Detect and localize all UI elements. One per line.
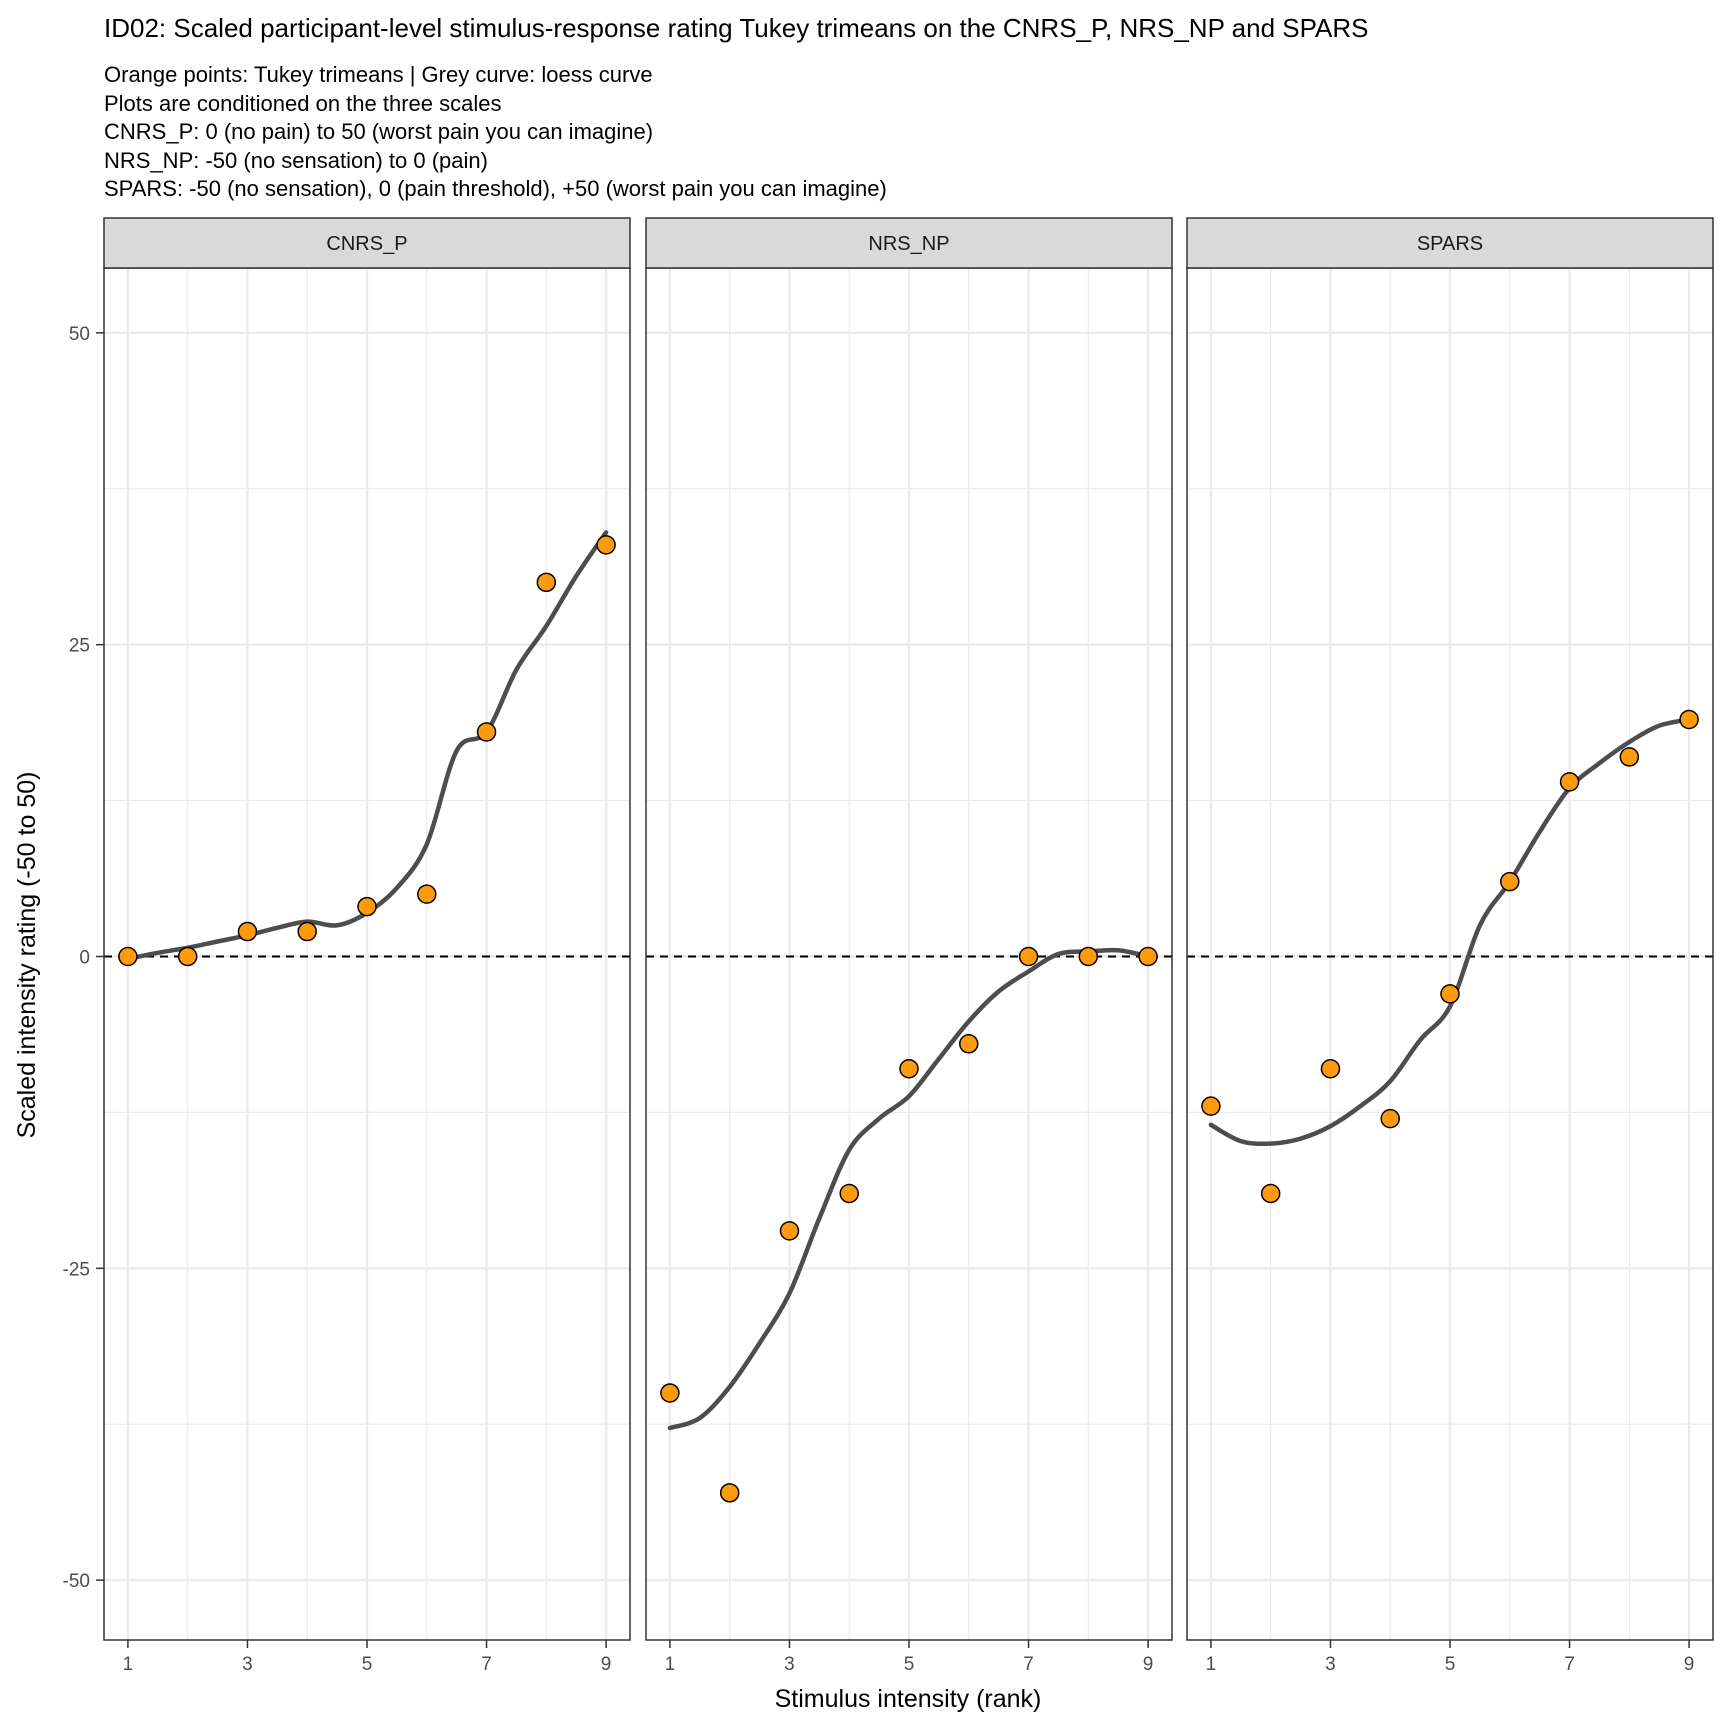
panel-spars: SPARS 1 3 5 7 9 (1186, 217, 1714, 1675)
data-point (660, 1383, 680, 1403)
panel-nrs_np: NRS_NP 1 3 5 7 9 (645, 217, 1173, 1675)
strip-header (645, 217, 1173, 269)
data-point (1320, 1058, 1341, 1079)
data-point (1559, 772, 1580, 792)
subtitle-line-2: Plots are conditioned on the three scale… (104, 91, 501, 116)
data-point (357, 896, 377, 917)
strip-label: NRS_NP (868, 233, 949, 255)
x-tick-label: 1 (665, 1654, 676, 1675)
x-tick-label: 3 (784, 1654, 795, 1675)
data-point (1679, 709, 1699, 730)
data-point (536, 572, 557, 593)
data-point (596, 535, 616, 555)
y-tick-label: -50 (63, 1571, 90, 1592)
x-axis-label: Stimulus intensity (rank) (775, 1685, 1042, 1713)
subtitle-line-1: Orange points: Tukey trimeans | Grey cur… (104, 62, 653, 87)
data-point (1138, 946, 1158, 967)
strip-header (103, 217, 631, 269)
subtitle-line-4: NRS_NP: -50 (no sensation) to 0 (pain) (104, 148, 488, 173)
data-point (237, 921, 258, 942)
x-tick-label: 5 (1445, 1654, 1456, 1675)
subtitle-line-3: CNRS_P: 0 (no pain) to 50 (worst pain yo… (104, 119, 653, 144)
subtitle-line-5: SPARS: -50 (no sensation), 0 (pain thres… (104, 176, 887, 201)
data-point (779, 1221, 800, 1241)
data-point (1260, 1183, 1281, 1204)
x-tick-label: 9 (1143, 1654, 1154, 1675)
x-tick-label: 7 (481, 1654, 492, 1675)
y-tick-label: -25 (63, 1259, 90, 1280)
data-point (1440, 984, 1460, 1004)
x-tick-label: 5 (904, 1654, 915, 1675)
x-tick-label: 3 (242, 1654, 253, 1675)
data-point (1380, 1108, 1400, 1129)
x-tick-label: 9 (601, 1654, 612, 1675)
x-tick-label: 5 (362, 1654, 373, 1675)
loess-curve (667, 947, 1151, 1431)
y-axis: -50 -25 0 25 50 (63, 324, 104, 1592)
data-point (476, 722, 497, 742)
y-tick-label: 25 (69, 636, 90, 657)
data-point (118, 946, 138, 967)
x-tick-label: 1 (123, 1654, 134, 1675)
x-tick-label: 1 (1206, 1654, 1217, 1675)
data-point (899, 1058, 919, 1079)
x-tick-label: 7 (1023, 1654, 1034, 1675)
data-point (719, 1483, 740, 1503)
panels: CNRS_P 1 3 5 7 9 NRS_NP 1 3 5 7 9 SPARS 1 3 5 7 9 (103, 217, 1714, 1675)
data-point (177, 946, 198, 967)
loess-curve (1208, 717, 1692, 1147)
data-point (1201, 1096, 1221, 1116)
y-axis-label: Scaled intensity rating (-50 to 50) (13, 772, 41, 1139)
chart-title: ID02: Scaled participant-level stimulus-… (104, 13, 1369, 43)
data-point (1500, 871, 1520, 892)
x-tick-label: 3 (1325, 1654, 1336, 1675)
panel-cnrs_p: CNRS_P 1 3 5 7 9 (103, 217, 631, 1675)
strip-label: CNRS_P (326, 233, 407, 255)
x-tick-label: 7 (1564, 1654, 1575, 1675)
data-point (1078, 946, 1099, 967)
x-tick-label: 9 (1684, 1654, 1695, 1675)
data-point (297, 921, 317, 942)
data-point (1619, 747, 1640, 767)
y-tick-label: 0 (79, 947, 90, 968)
strip-header (1186, 217, 1714, 269)
data-point (959, 1034, 979, 1054)
data-point (417, 884, 437, 904)
data-point (839, 1183, 859, 1204)
data-point (1018, 946, 1039, 967)
y-tick-label: 50 (69, 324, 90, 345)
strip-label: SPARS (1417, 233, 1483, 255)
chart-subtitle: Orange points: Tukey trimeans | Grey cur… (104, 62, 887, 201)
